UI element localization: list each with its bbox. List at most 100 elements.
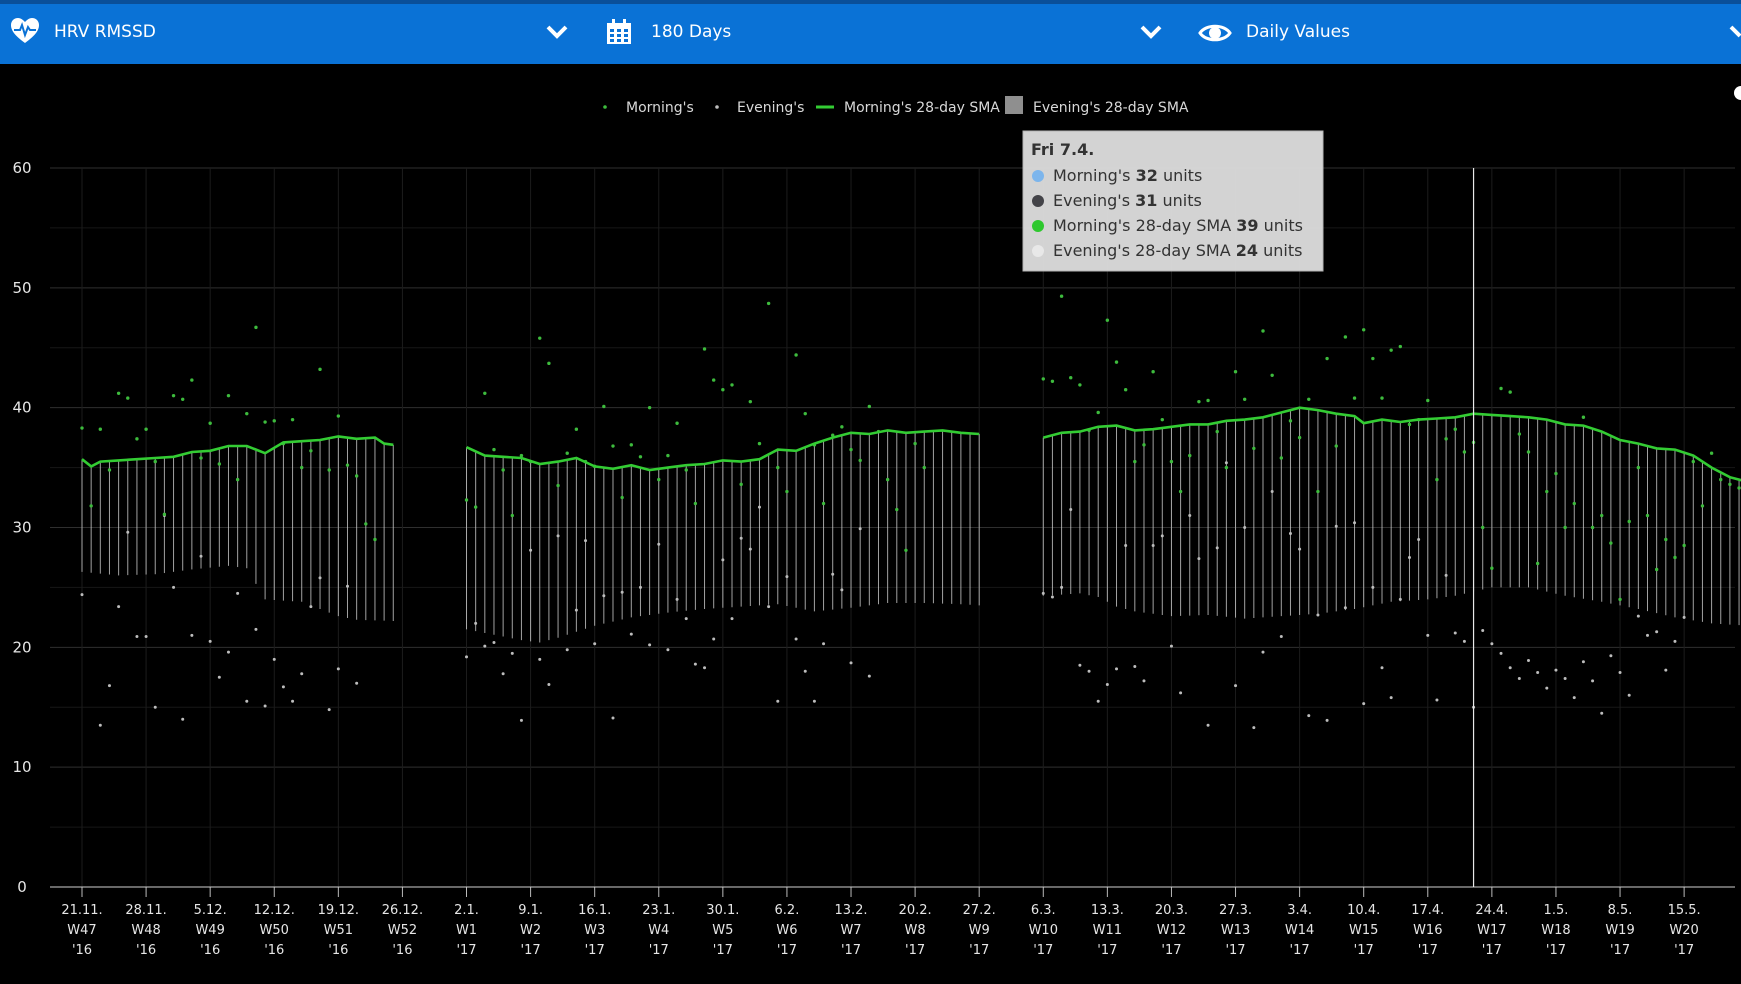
legend-morning-marker — [603, 105, 607, 109]
y-tick-label: 40 — [12, 399, 31, 417]
morning-point — [263, 420, 267, 424]
evening-point — [730, 617, 734, 621]
morning-point — [1453, 427, 1457, 431]
x-tick-label: 16.1. — [578, 903, 611, 918]
morning-point — [1728, 482, 1732, 487]
x-tick-label: W7 — [840, 923, 861, 938]
evening-point — [172, 585, 176, 589]
morning-point — [538, 336, 542, 340]
evening-point — [703, 666, 707, 670]
evening-point — [1188, 514, 1192, 518]
evening-point — [1591, 679, 1595, 683]
evening-point — [1078, 663, 1082, 667]
evening-point — [684, 617, 688, 621]
chevron-down-icon[interactable] — [1139, 24, 1163, 40]
evening-point — [1160, 534, 1164, 538]
evening-point — [1307, 714, 1311, 718]
morning-point — [1508, 390, 1512, 394]
heart-pulse-icon — [11, 18, 39, 43]
evening-point — [1627, 693, 1631, 697]
x-tick-label: '17 — [1546, 943, 1566, 958]
morning-point — [565, 451, 569, 455]
morning-point — [153, 459, 157, 464]
tooltip-row: Evening's 31 units — [1053, 191, 1202, 210]
evening-point — [1490, 642, 1494, 646]
evening-point — [1288, 531, 1292, 535]
tooltip-title: Fri 7.4. — [1031, 140, 1094, 159]
morning-point — [739, 482, 743, 487]
morning-point — [354, 474, 359, 478]
morning-point — [1160, 417, 1164, 422]
evening-point — [217, 675, 221, 679]
x-tick-label: 28.11. — [125, 903, 166, 918]
evening-point — [1234, 684, 1238, 688]
morning-point — [1242, 397, 1247, 401]
morning-point — [1343, 335, 1348, 339]
y-tick-label: 0 — [17, 878, 27, 896]
chevron-down-icon[interactable] — [1728, 24, 1741, 40]
view-selector-label[interactable]: Daily Values — [1246, 22, 1350, 42]
evening-point — [547, 682, 551, 686]
x-tick-label: 5.12. — [194, 903, 227, 918]
range-selector-label[interactable]: 180 Days — [651, 22, 732, 42]
evening-point — [190, 633, 194, 637]
morning-point — [1105, 318, 1110, 322]
evening-point — [1142, 679, 1146, 683]
x-tick-label: W51 — [324, 923, 353, 938]
morning-point — [126, 396, 130, 400]
evening-point — [1389, 696, 1393, 700]
x-axis: 21.11. W47 '16 28.11. W48 '16 5.12. W49 '16 12.12… — [50, 886, 1735, 958]
morning-point — [1270, 373, 1274, 378]
hrv-chart[interactable]: 0 10 20 30 40 50 60 21.11. W47 '16 28.11. W48 '16 5.… — [0, 64, 1741, 984]
evening-point — [1362, 702, 1366, 706]
evening-point — [318, 576, 322, 580]
x-tick-label: '17 — [841, 943, 861, 958]
x-tick-label: W14 — [1285, 923, 1314, 938]
evening-point — [1426, 633, 1430, 637]
evening-point — [254, 627, 258, 631]
morning-point — [849, 447, 853, 452]
morning-point — [1700, 504, 1705, 508]
x-tick-label: 21.11. — [61, 903, 102, 918]
evening-point — [117, 605, 121, 609]
x-tick-label: W6 — [776, 923, 797, 938]
evening-point — [1179, 691, 1183, 695]
evening-point — [602, 594, 606, 598]
evening-point — [867, 674, 871, 678]
evening-point — [1655, 630, 1659, 634]
morning-point — [80, 426, 84, 430]
morning-point — [748, 399, 753, 404]
legend[interactable]: Morning's Evening's Morning's 28-day SMA Ev… — [603, 96, 1189, 116]
evening-point — [263, 704, 267, 708]
x-tick-label: '17 — [456, 943, 476, 958]
evening-point — [538, 657, 542, 661]
morning-point — [647, 405, 652, 410]
morning-point — [1499, 386, 1503, 391]
evening-point — [1096, 699, 1100, 703]
morning-point — [171, 393, 176, 398]
x-tick-label: '16 — [392, 943, 412, 958]
evening-point — [1435, 698, 1439, 702]
x-tick-label: W18 — [1541, 923, 1570, 938]
x-tick-label: W49 — [195, 923, 224, 938]
morning-point — [1114, 360, 1119, 364]
morning-point — [1142, 443, 1146, 447]
morning-point — [309, 449, 313, 453]
morning-point — [107, 468, 112, 472]
legend-evening-label: Evening's — [737, 100, 804, 116]
morning-point — [1133, 459, 1137, 464]
metric-selector-label[interactable]: HRV RMSSD — [54, 22, 156, 42]
evening-point — [1215, 546, 1219, 550]
x-tick-label: 13.2. — [834, 903, 867, 918]
tooltip-marker — [1032, 220, 1044, 232]
evening-point — [510, 651, 514, 655]
morning-point — [821, 501, 826, 506]
morning-point — [483, 391, 487, 395]
x-tick-label: '17 — [521, 943, 541, 958]
morning-point — [364, 522, 368, 526]
chevron-down-icon[interactable] — [545, 24, 569, 40]
x-tick-label: 8.5. — [1608, 903, 1633, 918]
x-tick-label: W10 — [1029, 923, 1058, 938]
evening-point — [236, 591, 240, 595]
morning-point — [702, 347, 707, 351]
